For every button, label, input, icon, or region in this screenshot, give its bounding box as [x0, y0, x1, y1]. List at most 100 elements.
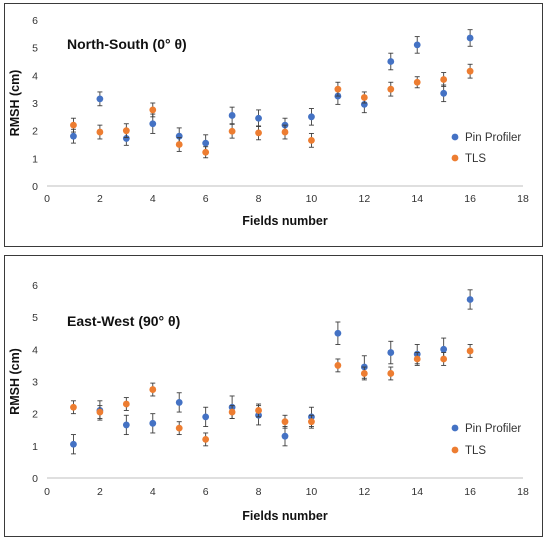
data-point	[175, 392, 183, 413]
marker-tls	[387, 370, 395, 377]
data-point	[387, 81, 395, 97]
data-point	[308, 132, 315, 148]
legend-label: Pin Profiler	[465, 132, 521, 144]
x-tick-label: 4	[150, 193, 156, 205]
data-point	[202, 146, 210, 159]
marker-tls	[70, 403, 77, 411]
data-point	[308, 108, 315, 126]
data-point	[228, 405, 236, 419]
data-point	[122, 123, 130, 139]
legend-marker	[451, 133, 459, 141]
x-axis-title: Fields number	[242, 509, 328, 523]
data-point	[360, 366, 368, 381]
marker-pin-profiler	[387, 58, 395, 65]
data-point	[387, 340, 395, 365]
y-tick-label: 2	[32, 409, 38, 421]
x-axis-title: Fields number	[242, 214, 328, 228]
x-tick-label: 18	[517, 193, 529, 205]
x-tick-label: 4	[150, 486, 156, 498]
marker-pin-profiler	[308, 113, 315, 121]
data-point	[334, 358, 342, 373]
y-tick-label: 5	[32, 312, 38, 324]
marker-tls	[202, 148, 210, 156]
marker-pin-profiler	[440, 345, 448, 353]
data-point	[96, 405, 104, 419]
data-point	[175, 421, 183, 436]
marker-pin-profiler	[466, 34, 474, 42]
x-tick-label: 8	[256, 193, 262, 205]
marker-pin-profiler	[149, 120, 157, 128]
data-point	[70, 117, 77, 133]
chart-panel-east-west: 0 2 4 6 8 10 12 14 16 18 0 1 2 3 4 5 6 Fields number RMSH …	[4, 255, 543, 537]
data-point	[334, 81, 342, 97]
marker-tls	[149, 386, 157, 393]
data-point	[466, 289, 474, 310]
marker-tls	[334, 362, 342, 369]
x-tick-label: 14	[411, 486, 423, 498]
marker-tls	[413, 78, 421, 86]
x-tick-label: 14	[411, 193, 423, 205]
y-axis-title: RMSH (cm)	[8, 70, 22, 137]
y-axis-title: RMSH (cm)	[8, 348, 22, 415]
marker-tls	[387, 85, 395, 93]
x-tick-label: 8	[256, 486, 262, 498]
y-tick-label: 4	[32, 70, 38, 82]
marker-tls	[96, 128, 104, 136]
marker-tls	[122, 127, 130, 135]
data-point	[387, 52, 395, 71]
data-point	[413, 36, 421, 54]
data-point	[360, 91, 368, 104]
data-point	[149, 102, 157, 118]
marker-tls	[96, 408, 104, 416]
x-tick-label: 16	[464, 486, 476, 498]
data-point	[466, 29, 474, 47]
data-point	[281, 414, 289, 429]
data-point	[96, 124, 104, 140]
legend-marker	[451, 424, 459, 432]
marker-tls	[360, 370, 368, 377]
marker-tls	[334, 85, 342, 93]
legend-marker	[451, 446, 459, 454]
data-point	[228, 106, 236, 125]
marker-pin-profiler	[466, 296, 474, 303]
marker-tls	[308, 418, 315, 426]
data-point	[96, 91, 104, 107]
marker-tls	[122, 400, 130, 408]
y-tick-label: 0	[32, 473, 38, 485]
y-tick-label: 3	[32, 377, 38, 389]
data-point	[255, 109, 262, 127]
marker-pin-profiler	[149, 419, 157, 427]
y-tick-label: 5	[32, 43, 38, 55]
marker-pin-profiler	[202, 139, 210, 147]
x-tick-label: 2	[97, 486, 103, 498]
marker-tls	[360, 94, 368, 101]
x-tick-label: 6	[203, 193, 209, 205]
marker-pin-profiler	[96, 95, 104, 103]
marker-tls	[440, 355, 448, 363]
y-tick-label: 0	[32, 181, 38, 193]
x-tick-label: 10	[306, 486, 318, 498]
data-point	[255, 125, 262, 141]
marker-tls	[281, 128, 289, 136]
marker-tls	[202, 436, 210, 443]
marker-tls	[440, 76, 448, 83]
data-point	[70, 434, 77, 455]
y-tick-label: 6	[32, 280, 38, 292]
marker-tls	[228, 127, 236, 135]
chart-title: North-South (0° θ)	[67, 36, 187, 52]
chart-panel-north-south: 0 2 4 6 8 10 12 14 16 18 0 1 2 3 4 5 6 Fields number RMSH …	[4, 3, 543, 247]
marker-tls	[466, 67, 474, 75]
data-point	[413, 76, 421, 89]
y-tick-label: 6	[32, 15, 38, 27]
marker-tls	[255, 129, 262, 137]
data-point	[70, 400, 77, 415]
legend-marker	[451, 154, 459, 162]
marker-tls	[466, 347, 474, 355]
data-point	[149, 382, 157, 397]
marker-tls	[228, 408, 236, 416]
marker-pin-profiler	[413, 41, 421, 49]
marker-pin-profiler	[122, 135, 130, 142]
chart-title: East-West (90° θ)	[67, 313, 180, 329]
marker-tls	[175, 141, 183, 148]
